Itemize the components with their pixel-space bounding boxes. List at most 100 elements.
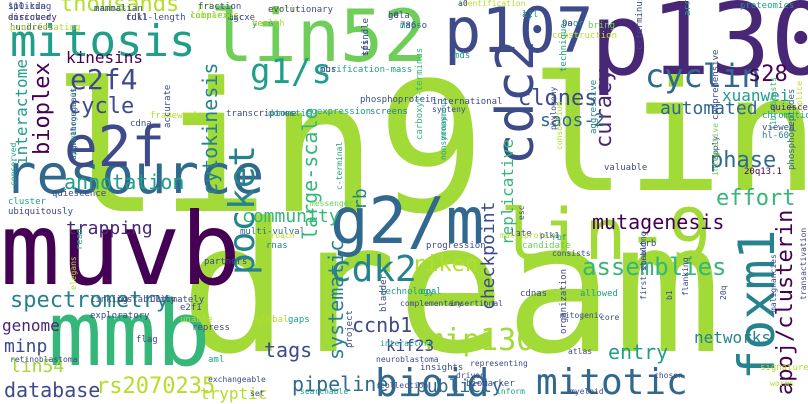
word: transcriptome	[226, 109, 297, 119]
word: saos-2	[540, 110, 606, 131]
word: cdna	[130, 119, 152, 129]
word: g1/s	[250, 52, 332, 92]
word: multiprotein	[500, 231, 558, 240]
word: tryptic	[200, 384, 268, 403]
word: g0	[388, 11, 399, 21]
word: poor	[562, 19, 584, 29]
word: cluster	[8, 197, 46, 207]
word: lin-9	[500, 194, 711, 276]
word: e2f	[64, 115, 166, 180]
word: database	[4, 378, 101, 402]
word: mitogenic	[560, 311, 604, 320]
word: splicing	[8, 2, 52, 12]
word: mitotic	[536, 362, 688, 403]
word: hela	[388, 11, 410, 21]
word: synteny	[432, 105, 466, 114]
word: candidate	[522, 241, 571, 251]
word: 20q	[719, 285, 728, 300]
word: driven	[456, 371, 485, 380]
word: arrest	[683, 0, 693, 16]
word: xuanwei	[722, 86, 790, 105]
word: cyclin	[645, 57, 761, 95]
word: read	[75, 228, 85, 250]
word: checkpoint	[478, 201, 499, 310]
word: framework	[150, 111, 199, 121]
word: bring	[588, 21, 616, 31]
word: kinesins	[66, 48, 144, 67]
word: ccnb1	[352, 313, 413, 337]
word: yeast	[252, 19, 280, 29]
word: a0	[458, 0, 468, 8]
word: cdnas	[520, 289, 548, 299]
word: mgc	[228, 13, 245, 23]
word: signature	[760, 363, 808, 373]
word: lin9	[52, 45, 486, 254]
word: messenger	[310, 199, 354, 208]
word: fraction	[198, 2, 242, 12]
word: e2f4	[70, 63, 138, 96]
word: retinoblastoma	[10, 355, 78, 364]
word: flanking	[681, 257, 690, 296]
word: hl-60	[762, 131, 790, 141]
word: consortium	[555, 101, 564, 150]
word: trapping	[66, 218, 153, 239]
word: accurate	[163, 84, 173, 128]
word: gaps	[288, 315, 310, 325]
word: mutagenesis	[592, 210, 725, 234]
word: atlas	[568, 347, 593, 356]
word: discovery	[8, 13, 57, 23]
word: insights	[420, 363, 464, 373]
word: complementary	[400, 299, 463, 308]
word: conserved	[9, 142, 18, 186]
word: neuroblastoma	[376, 355, 439, 364]
word: domestic	[268, 109, 312, 119]
word: crb	[640, 239, 657, 249]
word: allowed	[580, 289, 618, 299]
word: dream	[180, 185, 722, 394]
word: entry	[608, 340, 669, 364]
word: proteomics	[740, 1, 795, 11]
word: rs2070235	[96, 374, 216, 399]
word: tags	[264, 338, 313, 362]
word: clones	[518, 86, 598, 111]
word: construction	[552, 31, 618, 41]
word: mammalian	[94, 4, 143, 14]
word: prb	[198, 2, 215, 12]
word: set	[250, 389, 265, 398]
word: project	[345, 310, 355, 348]
word: g2/m	[330, 185, 485, 259]
word: enriched	[8, 13, 52, 23]
word: progression	[426, 241, 486, 251]
word: 9a	[562, 19, 573, 29]
word: ljl	[522, 10, 539, 20]
word: health	[252, 19, 285, 29]
word: phase	[710, 148, 777, 173]
word: libraries	[190, 11, 239, 21]
word: exploratory	[90, 311, 150, 321]
word: assemblies	[582, 253, 727, 281]
word: lin52	[210, 0, 427, 78]
word: riken	[412, 252, 479, 277]
word: c-terminus	[635, 0, 645, 50]
word: kif23	[386, 336, 435, 355]
word: thousands	[60, 0, 180, 17]
word: valuable	[604, 163, 648, 173]
word: bladder	[379, 274, 389, 312]
word: worms	[770, 379, 795, 388]
word: networks	[694, 328, 772, 347]
word: technology	[380, 287, 435, 297]
word: plk1	[540, 231, 560, 240]
word: 110-kda	[8, 2, 46, 12]
word: global	[256, 315, 289, 325]
word: maps	[400, 21, 422, 31]
word: exchangeable	[208, 375, 266, 384]
word: effort	[716, 186, 796, 211]
word: linking	[90, 295, 128, 305]
word: 786-o	[400, 21, 428, 31]
word: screens	[370, 107, 408, 117]
word: cdk1	[126, 13, 148, 23]
word: instability	[116, 295, 176, 305]
word: international	[432, 97, 503, 107]
word: b1	[665, 290, 674, 300]
